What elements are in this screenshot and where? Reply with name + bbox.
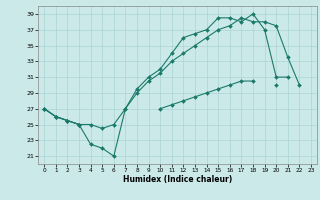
- X-axis label: Humidex (Indice chaleur): Humidex (Indice chaleur): [123, 175, 232, 184]
